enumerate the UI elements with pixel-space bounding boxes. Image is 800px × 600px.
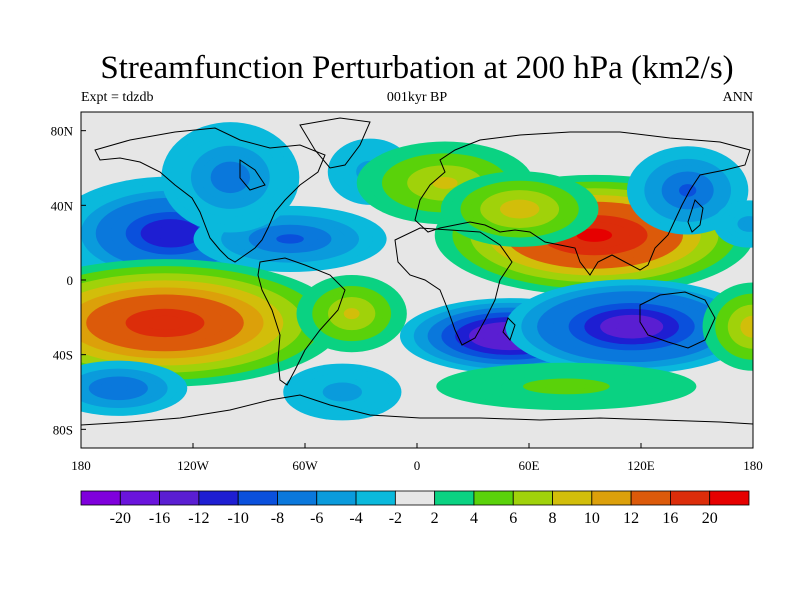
colorbar-swatch [119, 490, 160, 506]
colorbar-swatch [630, 490, 671, 506]
time-label: 001kyr BP [386, 90, 448, 105]
y-tick-label: 80N [51, 124, 74, 139]
colorbar-swatch [159, 490, 200, 506]
colorbar-swatch [198, 490, 239, 506]
colorbar-label: -10 [228, 510, 249, 527]
y-tick-label: 40S [53, 348, 73, 363]
colorbar-label: 6 [509, 510, 517, 527]
colorbar-label: 10 [584, 510, 600, 527]
colorbar-label: -2 [389, 510, 402, 527]
colorbar-swatch [670, 490, 711, 506]
colorbar-swatch [591, 490, 632, 506]
contour-band-0-8 [155, 226, 186, 241]
colorbar-swatch [277, 490, 318, 506]
coastline-africa [394, 227, 513, 346]
colorbar-label: 2 [431, 510, 439, 527]
map-axes: 180 120W 60W 0 60E 120E 180 80N 40N 0 40S 80S [51, 124, 763, 473]
contour-band-4-8 [432, 177, 458, 189]
contour-band-10-8 [343, 308, 360, 320]
colorbar-label: -12 [188, 510, 209, 527]
coastline-north-america [94, 127, 326, 263]
colorbar-swatch [394, 490, 436, 506]
colorbar-label: 12 [623, 510, 639, 527]
x-tick-label: 0 [414, 458, 421, 473]
colorbar-label: -8 [271, 510, 284, 527]
contour-band-9-8 [145, 315, 185, 331]
contour-band-2-8 [220, 169, 241, 186]
colorbar-label: -6 [310, 510, 323, 527]
x-tick-label: 120W [177, 458, 210, 473]
contour-band-5-8 [576, 228, 613, 242]
x-tick-label: 180 [743, 458, 763, 473]
colorbar-swatch [434, 490, 475, 506]
chart-title: Streamfunction Perturbation at 200 hPa (… [100, 50, 734, 86]
contour-band-1-8 [276, 234, 304, 244]
colorbar-swatch [355, 490, 396, 506]
colorbar-label: -4 [349, 510, 362, 527]
x-tick-label: 60W [292, 458, 318, 473]
colorbar-swatch [237, 490, 278, 506]
coastline-antarctica [81, 394, 753, 426]
colorbar-label: -20 [110, 510, 131, 527]
contour-band-12-8 [615, 320, 648, 333]
y-tick-label: 0 [67, 273, 74, 288]
colorbar-label: 16 [662, 510, 678, 527]
colorbar-swatch [316, 490, 357, 506]
colorbar-label: 8 [549, 510, 557, 527]
coastline-south-america [257, 257, 346, 386]
contour-band-8-8 [743, 220, 753, 228]
colorbar-label: -16 [149, 510, 170, 527]
experiment-label: Expt = tdzdb [81, 90, 154, 105]
coastlines [81, 117, 753, 426]
colorbar: -20 -16 -12 -10 -8 -6 -4 -2 2 4 6 8 10 12 16 20 [80, 490, 750, 527]
streamfunction-field [81, 122, 753, 421]
coastline-australia [639, 291, 716, 349]
colorbar-label: 4 [470, 510, 478, 527]
colorbar-label: 20 [702, 510, 718, 527]
contour-band-6-8 [509, 204, 530, 214]
coastline-greenland [299, 117, 371, 169]
colorbar-swatch [552, 490, 593, 506]
colorbar-swatch [80, 490, 121, 506]
contour-band-14-8 [108, 384, 129, 393]
colorbar-swatch [709, 490, 750, 506]
contour-band-15-8 [332, 387, 353, 397]
coastline-japan [687, 199, 704, 233]
coastline-hudson-bay [239, 159, 266, 191]
coastline-eurasia [414, 131, 751, 276]
season-label: ANN [722, 90, 753, 105]
x-tick-label: 60E [519, 458, 540, 473]
coastline-madagascar [502, 317, 516, 341]
x-tick-label: 180 [71, 458, 91, 473]
x-tick-label: 120E [627, 458, 655, 473]
contour-band-13-8 [746, 321, 753, 333]
y-tick-label: 80S [53, 422, 73, 437]
y-tick-label: 40N [51, 198, 74, 213]
colorbar-swatch [512, 490, 553, 506]
contour-band-16-8 [544, 382, 589, 391]
colorbar-swatch [473, 490, 514, 506]
